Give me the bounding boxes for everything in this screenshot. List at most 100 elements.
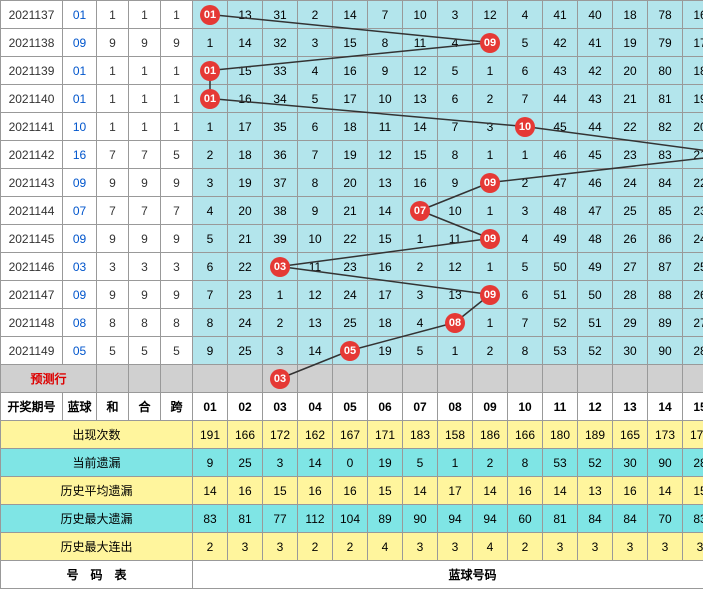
num-cell: 1 — [473, 141, 508, 169]
kua-value: 9 — [161, 29, 193, 57]
num-cell: 87 — [648, 253, 683, 281]
num-cell: 22 — [613, 113, 648, 141]
header-num: 12 — [578, 393, 613, 421]
data-row: 2021145099995213910221511109449482686243 — [1, 225, 703, 253]
heval-value: 5 — [129, 337, 161, 365]
heval-value: 9 — [129, 169, 161, 197]
period-cell: 2021141 — [1, 113, 63, 141]
num-cell: 10 — [403, 1, 438, 29]
blue-value: 09 — [63, 169, 97, 197]
num-cell: 7 — [193, 281, 228, 309]
num-cell: 52 — [578, 337, 613, 365]
num-cell: 12 — [438, 253, 473, 281]
num-cell: 14 — [228, 29, 263, 57]
data-row: 202114216775218367191215811464523832116 — [1, 141, 703, 169]
lottery-trend-table: 2021137011110113312147103124414018781612… — [0, 0, 703, 589]
header-num: 13 — [613, 393, 648, 421]
num-cell: 9 — [298, 197, 333, 225]
ball-marker: 01 — [200, 5, 220, 25]
num-cell-ball: 09 — [473, 29, 508, 57]
header-num: 15 — [683, 393, 703, 421]
num-cell: 89 — [648, 309, 683, 337]
stat-value: 83 — [683, 505, 703, 533]
num-cell: 22 — [333, 225, 368, 253]
he-value: 9 — [97, 169, 129, 197]
header-num: 06 — [368, 393, 403, 421]
stat-value: 8 — [508, 449, 543, 477]
stat-value: 89 — [368, 505, 403, 533]
num-cell: 36 — [263, 141, 298, 169]
stat-value: 2 — [193, 533, 228, 561]
blue-value: 16 — [63, 141, 97, 169]
stat-value: 166 — [508, 421, 543, 449]
num-cell: 4 — [438, 29, 473, 57]
num-cell: 5 — [508, 29, 543, 57]
heval-value: 9 — [129, 281, 161, 309]
num-cell: 11 — [298, 253, 333, 281]
num-cell: 18 — [683, 57, 703, 85]
num-cell: 2 — [473, 337, 508, 365]
period-cell: 2021148 — [1, 309, 63, 337]
ball-marker: 09 — [480, 33, 500, 53]
num-cell: 8 — [438, 141, 473, 169]
num-cell: 9 — [438, 169, 473, 197]
num-cell: 6 — [508, 57, 543, 85]
num-cell: 13 — [403, 85, 438, 113]
num-cell: 49 — [543, 225, 578, 253]
pred-empty — [648, 365, 683, 393]
pred-empty — [298, 365, 333, 393]
pred-empty — [683, 365, 703, 393]
data-row: 202114407777420389211407101348472585232 — [1, 197, 703, 225]
stat-value: 15 — [263, 477, 298, 505]
num-cell: 24 — [683, 225, 703, 253]
header-num: 07 — [403, 393, 438, 421]
num-cell-ball: 01 — [193, 85, 228, 113]
num-cell: 50 — [578, 281, 613, 309]
pred-empty — [97, 365, 129, 393]
blue-value: 08 — [63, 309, 97, 337]
num-cell-ball: 05 — [333, 337, 368, 365]
header-he: 和 — [97, 393, 129, 421]
num-cell: 34 — [263, 85, 298, 113]
stat-value: 3 — [228, 533, 263, 561]
num-cell: 13 — [438, 281, 473, 309]
num-cell-ball: 09 — [473, 281, 508, 309]
num-cell: 49 — [578, 253, 613, 281]
num-cell: 1 — [473, 197, 508, 225]
num-cell: 13 — [228, 1, 263, 29]
heval-value: 1 — [129, 1, 161, 29]
num-cell: 43 — [578, 85, 613, 113]
num-cell: 15 — [228, 57, 263, 85]
num-cell-ball: 09 — [473, 225, 508, 253]
stat-value: 2 — [298, 533, 333, 561]
num-cell: 84 — [648, 169, 683, 197]
stat-value: 2 — [333, 533, 368, 561]
stat-value: 53 — [543, 449, 578, 477]
kua-value: 3 — [161, 253, 193, 281]
stat-value: 14 — [403, 477, 438, 505]
stat-value: 171 — [368, 421, 403, 449]
header-num: 02 — [228, 393, 263, 421]
num-cell: 7 — [368, 1, 403, 29]
blue-value: 09 — [63, 29, 97, 57]
num-cell: 25 — [613, 197, 648, 225]
stat-value: 2 — [508, 533, 543, 561]
stat-value: 3 — [648, 533, 683, 561]
he-value: 9 — [97, 29, 129, 57]
num-cell: 7 — [508, 85, 543, 113]
num-cell: 3 — [438, 1, 473, 29]
heval-value: 3 — [129, 253, 161, 281]
num-cell: 28 — [683, 337, 703, 365]
num-cell: 4 — [193, 197, 228, 225]
stat-value: 14 — [473, 477, 508, 505]
num-cell: 1 — [473, 253, 508, 281]
stat-value: 166 — [228, 421, 263, 449]
num-cell: 7 — [438, 113, 473, 141]
num-cell: 48 — [578, 225, 613, 253]
num-cell: 42 — [543, 29, 578, 57]
kua-value: 5 — [161, 337, 193, 365]
num-cell: 14 — [298, 337, 333, 365]
num-cell: 23 — [228, 281, 263, 309]
num-cell: 24 — [333, 281, 368, 309]
num-cell: 43 — [543, 57, 578, 85]
